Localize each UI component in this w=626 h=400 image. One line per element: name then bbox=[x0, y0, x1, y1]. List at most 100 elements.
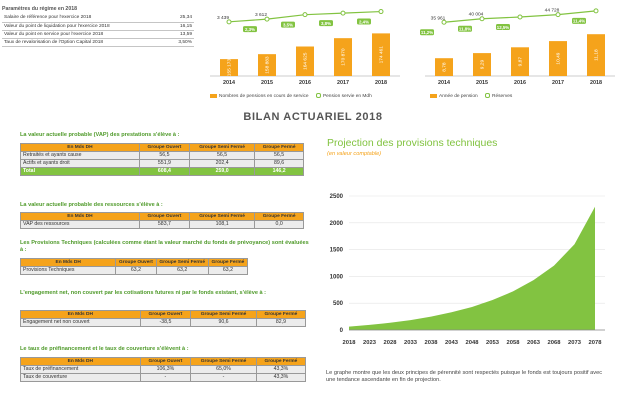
table-cell: 608,4 bbox=[138, 167, 190, 176]
table-header-cell: Groupe Semi Fermé bbox=[190, 310, 257, 319]
projection-chart: 0 500 1000 1500 2000 2500 2018 2023 2028 2033 2038… bbox=[330, 194, 605, 346]
params-title: Paramètres du régime en 2018 bbox=[2, 6, 77, 12]
table-cell: Taux de préfinancement bbox=[20, 365, 141, 374]
table-header-cell: Groupe Fermé bbox=[254, 212, 304, 221]
params-value: 25,34 bbox=[167, 14, 194, 23]
table-row: Actifs et ayants droit 551,9 202,4 89,6 bbox=[20, 159, 304, 168]
line-point bbox=[441, 19, 447, 25]
table-row: VAP des ressources 583,7 108,1 0,0 bbox=[20, 220, 304, 229]
table-header-cell: Groupe Ouvert bbox=[138, 143, 190, 152]
table-cell: 108,1 bbox=[188, 220, 256, 229]
bar bbox=[372, 33, 390, 76]
table-cell: 56,5 bbox=[254, 151, 304, 160]
table-cell: 259,0 bbox=[188, 167, 256, 176]
legend-bar-swatch bbox=[210, 93, 217, 98]
params-row: Valeur du point en service pour l'exerci… bbox=[2, 30, 194, 39]
x-tick-label: 2073 bbox=[568, 340, 582, 346]
table-cell: 63,2 bbox=[207, 266, 249, 275]
bar bbox=[296, 46, 314, 76]
table-header-cell: En Mds DH bbox=[20, 310, 141, 319]
line-point bbox=[593, 8, 599, 14]
bar-label: 158 883 bbox=[265, 56, 271, 74]
table-header-cell: En Mds DH bbox=[19, 258, 117, 267]
table-cell: 583,7 bbox=[138, 220, 190, 229]
projection-title: Projection des provisions techniques bbox=[327, 137, 498, 149]
area-series bbox=[349, 206, 595, 330]
provisions-table: En Mds DH Groupe Ouvert Groupe Semi Fermé G… bbox=[19, 258, 249, 275]
table-cell: Engagement net non couvert bbox=[20, 318, 141, 327]
table-row: Taux de préfinancement 106,3% 65,0% 43,3% bbox=[20, 365, 307, 374]
params-table: Salaire de référence pour l'exercice 201… bbox=[2, 14, 194, 47]
rate-badge bbox=[243, 26, 257, 33]
x-tick-label: 2068 bbox=[548, 340, 562, 346]
table-header-cell: Groupe Semi Fermé bbox=[188, 212, 256, 221]
table-header-cell: Groupe Ouvert bbox=[115, 258, 157, 267]
line-point bbox=[302, 12, 308, 18]
table-cell: 202,4 bbox=[188, 159, 256, 168]
pensions-chart: 155 173 2014 158 883 2015 164 625 2016 170 870… bbox=[210, 9, 400, 86]
table-cell: -38,5 bbox=[139, 318, 192, 327]
x-tick-label: 2043 bbox=[445, 340, 459, 346]
vap-ressources-table: En Mds DH Groupe Ouvert Groupe Semi Fermé G… bbox=[20, 212, 304, 229]
table-cell: 106,3% bbox=[139, 365, 192, 374]
line-point bbox=[340, 10, 346, 16]
table-cell: 65,0% bbox=[190, 365, 257, 374]
params-block: Paramètres du régime en 2018 Salaire de … bbox=[2, 6, 194, 47]
table-cell: Retraités et ayants cause bbox=[20, 151, 140, 160]
table-row: Retraités et ayants cause 56,5 56,5 56,5 bbox=[20, 151, 304, 160]
section-title: BILAN ACTUARIEL 2018 bbox=[243, 111, 383, 123]
bar bbox=[435, 58, 453, 76]
table4-title: L'engagement net, non couvert par les co… bbox=[20, 290, 267, 296]
line-label: 3 439 bbox=[217, 15, 229, 21]
params-row: Salaire de référence pour l'exercice 201… bbox=[2, 14, 194, 23]
table-cell: 43,3% bbox=[255, 373, 307, 382]
params-value: 13,59 bbox=[167, 30, 194, 39]
rate-badge bbox=[357, 18, 371, 25]
bar bbox=[334, 38, 352, 76]
bar bbox=[258, 54, 276, 76]
table-cell: 551,9 bbox=[138, 159, 190, 168]
line-label: 40 004 bbox=[469, 12, 484, 18]
table-cell: Actifs et ayants droit bbox=[20, 159, 140, 168]
vap-prestations-table: En Mds DH Groupe Ouvert Groupe Semi Fermé G… bbox=[20, 143, 304, 176]
table-cell: - bbox=[190, 373, 257, 382]
category-label: 2016 bbox=[299, 80, 311, 86]
params-row: Taux de revalorisation de l'Option Capit… bbox=[2, 38, 194, 47]
table-header-cell: Groupe Ouvert bbox=[139, 310, 192, 319]
category-label: 2018 bbox=[375, 80, 387, 86]
x-tick-label: 2078 bbox=[589, 340, 603, 346]
bar bbox=[473, 53, 491, 76]
table-header-cell: Groupe Semi Fermé bbox=[188, 143, 256, 152]
x-tick-label: 2018 bbox=[343, 340, 357, 346]
rate-label: 2,4% bbox=[359, 19, 369, 24]
line-point bbox=[378, 9, 384, 15]
rate-label: 2,3% bbox=[245, 27, 255, 32]
line-label: 35 961 bbox=[431, 15, 446, 21]
table-cell: 43,3% bbox=[255, 365, 307, 374]
category-label: 2014 bbox=[438, 80, 450, 86]
bar-label: 10,49 bbox=[556, 52, 562, 64]
category-label: 2017 bbox=[337, 80, 349, 86]
table-header-cell: Groupe Ouvert bbox=[139, 357, 192, 366]
table-cell: Provisions Techniques bbox=[19, 266, 117, 275]
x-tick-label: 2038 bbox=[425, 340, 439, 346]
x-tick-label: 2028 bbox=[384, 340, 398, 346]
params-label: Valeur du point de liquidation pour l'ex… bbox=[2, 22, 168, 31]
table-cell: VAP des ressources bbox=[20, 220, 140, 229]
projection-subtitle: (en valeur comptable) bbox=[327, 151, 382, 157]
chart2-legend: Année de pension Réserves bbox=[430, 93, 620, 99]
table-cell: 63,2 bbox=[155, 266, 209, 275]
bar bbox=[511, 47, 529, 76]
table-row: Taux de couverture - -43,3% bbox=[20, 373, 307, 382]
table-header-cell: En Mds DH bbox=[20, 143, 140, 152]
table-cell: Total bbox=[20, 167, 140, 176]
reserves-chart: 8,78 2014 9,29 2015 9,87 2016 10,49 2017 11,18 20… bbox=[420, 8, 615, 86]
bar-label: 9,87 bbox=[518, 57, 524, 67]
rate-badge bbox=[496, 24, 510, 30]
table-row: Provisions Techniques 63,2 63,2 63,2 bbox=[19, 266, 249, 275]
table-cell: 0,0 bbox=[254, 220, 304, 229]
rate-label: 11,2% bbox=[421, 30, 433, 35]
bar-label: 174 461 bbox=[379, 46, 385, 64]
x-tick-label: 2063 bbox=[527, 340, 541, 346]
table2-title: La valeur actuelle probable des ressourc… bbox=[20, 202, 163, 208]
